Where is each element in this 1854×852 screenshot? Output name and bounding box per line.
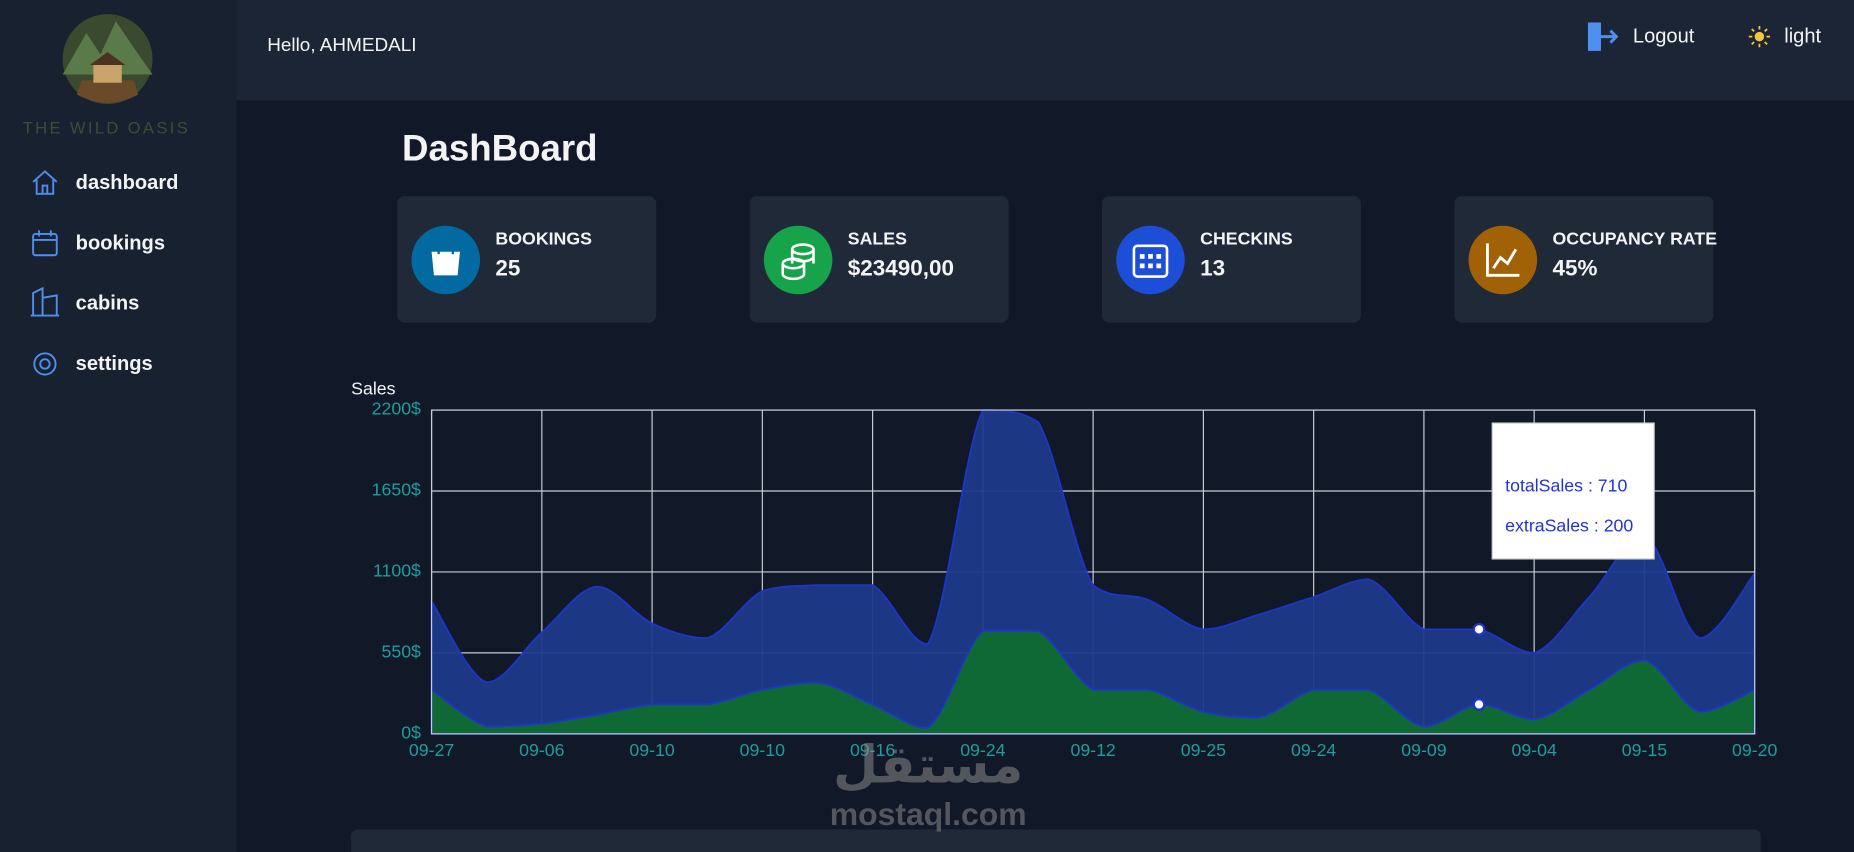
- bottom-panel: [351, 829, 1761, 852]
- stat-label: SALES: [847, 229, 907, 250]
- x-tick-label: 09-10: [629, 740, 674, 760]
- greeting: Hello, AHMEDALI: [267, 35, 417, 56]
- x-tick-label: 09-04: [1511, 740, 1556, 760]
- x-tick-label: 09-20: [1732, 740, 1777, 760]
- stat-icon: [763, 225, 833, 295]
- logout-icon: [1587, 22, 1619, 51]
- nav-item[interactable]: bookings: [75, 231, 166, 255]
- stat-value: 13: [1200, 256, 1226, 282]
- logout-button[interactable]: Logout: [1632, 24, 1695, 48]
- watermark: مستقل: [833, 736, 1024, 795]
- stat-icon: [411, 225, 481, 295]
- x-tick-label: 09-09: [1401, 740, 1446, 760]
- area: [430, 409, 1756, 735]
- hover-dot: [1472, 697, 1486, 711]
- stat-label: BOOKINGS: [495, 229, 593, 250]
- plot-border: [430, 409, 1756, 735]
- nav-item[interactable]: settings: [75, 352, 153, 375]
- stat-icon: [1468, 225, 1538, 295]
- stat-label: CHECKINS: [1200, 229, 1293, 250]
- x-tick-label: 09-25: [1181, 740, 1226, 760]
- y-tick-label: 2200$: [372, 399, 421, 419]
- y-tick-label: 1650$: [372, 480, 421, 500]
- stat-label: OCCUPANCY RATE: [1552, 229, 1718, 250]
- area: [430, 629, 1756, 735]
- tooltip-text: totalSales : 710: [1505, 476, 1627, 496]
- stat-card: CHECKINS 13: [1101, 196, 1361, 323]
- stat-card: OCCUPANCY RATE 45%: [1454, 196, 1717, 323]
- tooltip-text: extraSales : 200: [1505, 516, 1633, 536]
- stat-value: 45%: [1552, 256, 1598, 282]
- sun-icon: [1748, 25, 1771, 48]
- nav-icons: [30, 170, 60, 376]
- y-tick-label: 550$: [382, 642, 422, 662]
- y-tick-label: 1100$: [373, 561, 421, 581]
- header: Hello, AHMEDALI Logout light: [236, 0, 1854, 101]
- x-tick-label: 09-06: [519, 740, 564, 760]
- x-tick-label: 09-24: [1291, 740, 1336, 760]
- watermark: mostaql.com: [829, 796, 1027, 832]
- tooltip: [1491, 422, 1655, 560]
- sidebar: THE WILD OASIS dashboard bookings cabins…: [0, 0, 237, 852]
- page-title: DashBoard: [402, 127, 598, 169]
- stat-icon: [1116, 225, 1185, 295]
- theme-toggle[interactable]: light: [1784, 24, 1822, 48]
- stat-card: BOOKINGS 25: [397, 196, 657, 323]
- x-tick-label: 09-15: [1622, 740, 1667, 760]
- nav-item[interactable]: cabins: [75, 291, 140, 315]
- stat-card: SALES $23490,00: [749, 196, 1009, 323]
- brand: THE WILD OASIS: [22, 118, 191, 138]
- logo: [62, 14, 153, 104]
- nav-item[interactable]: dashboard: [75, 171, 179, 194]
- hover-dot: [1472, 622, 1486, 636]
- x-tick-label: 09-27: [409, 740, 454, 760]
- stat-value: 25: [495, 256, 521, 282]
- stat-value: $23490,00: [847, 256, 954, 282]
- chart-title: Sales: [351, 379, 395, 399]
- y-tick-label: 0$: [401, 723, 421, 743]
